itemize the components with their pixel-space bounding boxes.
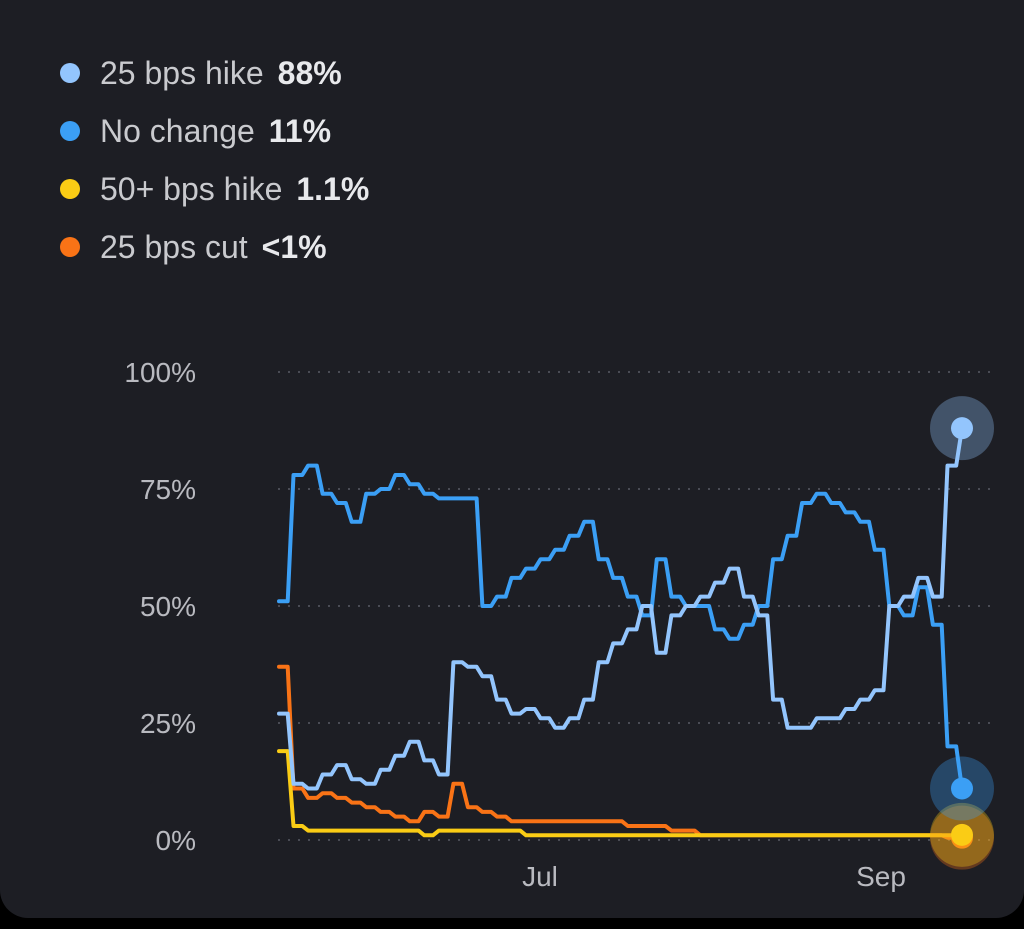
y-tick-label: 0%: [156, 825, 196, 856]
legend-value: 88%: [277, 54, 342, 91]
legend-label: 50+ bps hike: [100, 170, 283, 207]
legend-item-50-bps-hike[interactable]: 50+ bps hike 1.1%: [56, 160, 369, 218]
legend-value: <1%: [261, 228, 327, 265]
legend-label: 25 bps hike: [100, 54, 264, 91]
legend-item-25-bps-hike[interactable]: 25 bps hike 88%: [56, 44, 369, 102]
y-tick-label: 25%: [140, 708, 196, 739]
series-lines: [277, 426, 964, 840]
legend-item-no-change[interactable]: No change 11%: [56, 102, 369, 160]
legend-item-25-bps-cut[interactable]: 25 bps cut <1%: [56, 218, 369, 276]
x-axis-labels: Jul Sep: [522, 861, 906, 892]
y-axis-labels: 100% 75% 50% 25% 0%: [124, 357, 196, 856]
legend-dot: [60, 63, 80, 83]
endpoint-dot[interactable]: [951, 417, 973, 440]
legend-dot: [60, 179, 80, 199]
y-tick-label: 50%: [140, 591, 196, 622]
legend-dot: [60, 237, 80, 257]
legend-label: 25 bps cut: [100, 228, 248, 265]
legend-dot: [60, 121, 80, 141]
endpoint-dot[interactable]: [951, 823, 973, 846]
legend-value: 11%: [268, 112, 332, 149]
series-line-no-change[interactable]: [277, 463, 964, 791]
endpoint-dot[interactable]: [951, 777, 973, 800]
series-line-25-bps-hike[interactable]: [277, 426, 964, 791]
endpoint-markers: [930, 396, 994, 870]
y-tick-label: 100%: [124, 357, 196, 388]
series-line-25-bps-cut[interactable]: [277, 664, 964, 840]
legend: 25 bps hike 88% No change 11% 50+ bps hi…: [56, 44, 369, 276]
legend-value: 1.1%: [296, 170, 370, 207]
x-tick-label: Jul: [522, 861, 558, 892]
y-tick-label: 75%: [140, 474, 196, 505]
x-tick-label: Sep: [856, 861, 906, 892]
legend-label: No change: [100, 112, 255, 149]
series-line-50-bps-hike[interactable]: [277, 749, 964, 838]
